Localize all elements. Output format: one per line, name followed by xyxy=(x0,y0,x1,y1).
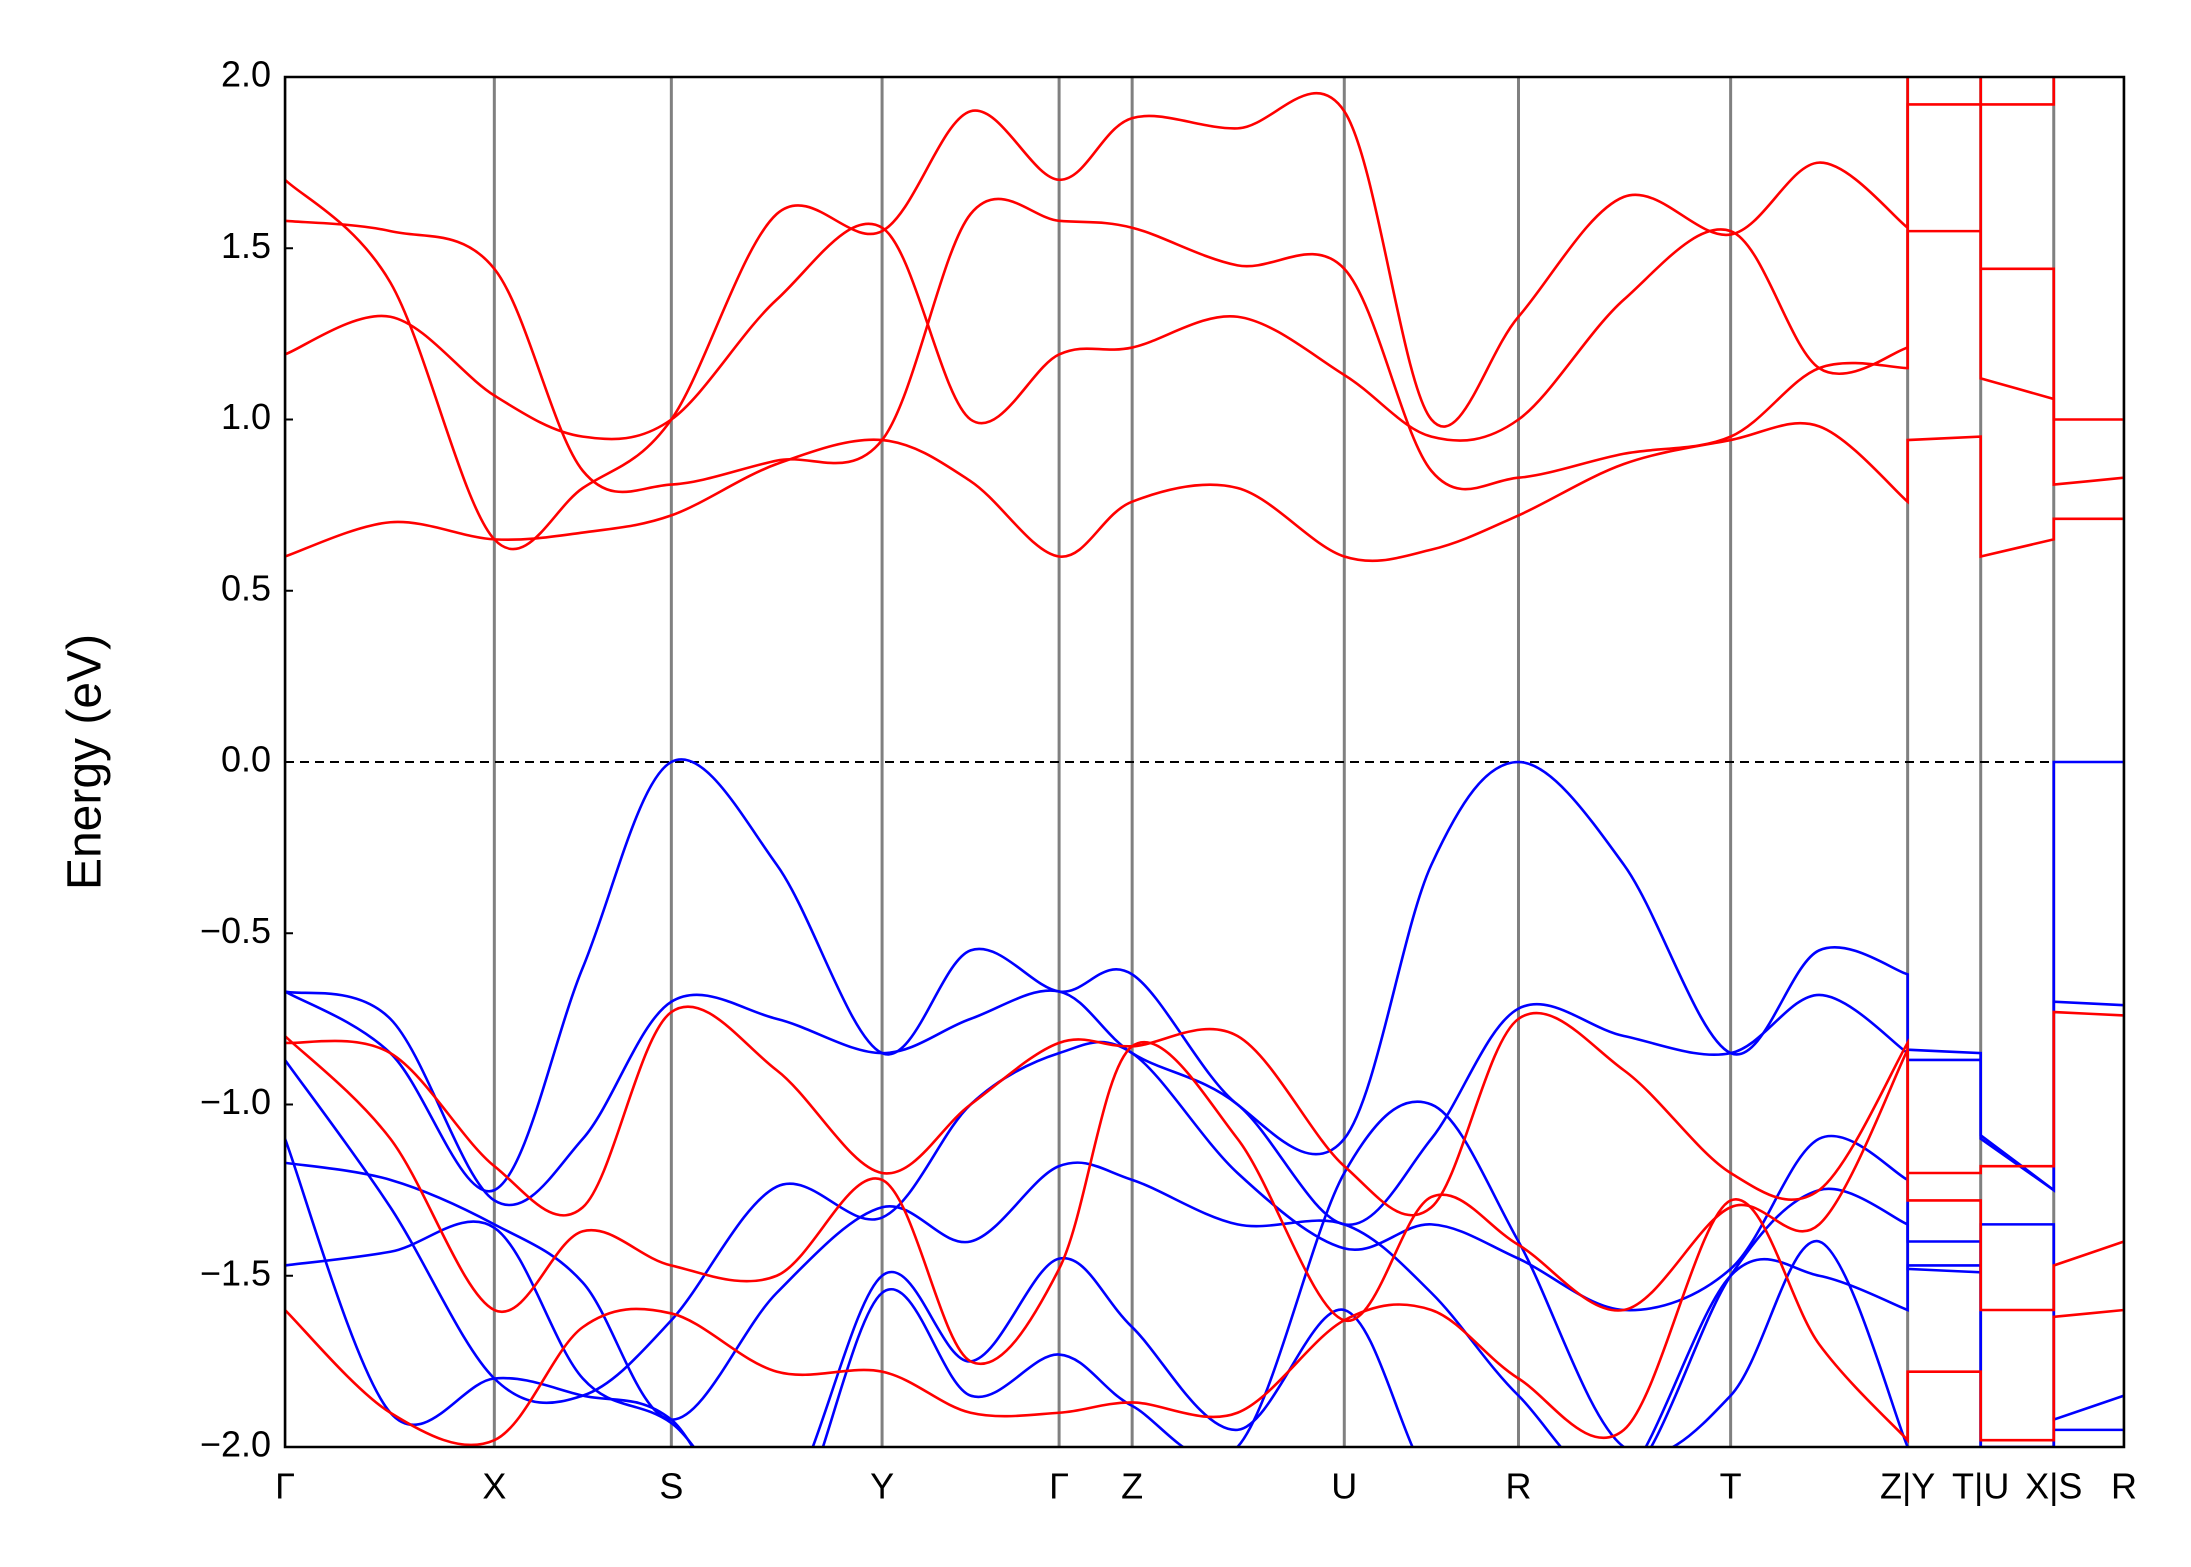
band-line xyxy=(285,1035,2124,1365)
band-line xyxy=(285,1100,1909,1447)
x-tick-label: Z xyxy=(1121,1466,1143,1507)
x-tick-label: X xyxy=(482,1466,506,1507)
band-line xyxy=(285,1197,2124,1447)
y-tick-label: 1.0 xyxy=(221,396,271,437)
x-tick-label: U xyxy=(1331,1466,1357,1507)
plot-area xyxy=(285,77,2124,1447)
band-line xyxy=(285,1005,2124,1217)
y-tick-label: −0.5 xyxy=(200,910,271,951)
y-tick-label: 2.0 xyxy=(221,54,271,95)
x-tick-label: R xyxy=(1505,1466,1531,1507)
x-tick-label: Γ xyxy=(275,1466,295,1507)
y-tick-label: 0.5 xyxy=(221,567,271,608)
x-tick-label: R xyxy=(2111,1466,2137,1507)
y-tick-label: −1.0 xyxy=(200,1081,271,1122)
y-tick-label: 1.5 xyxy=(221,225,271,266)
band-line xyxy=(285,1220,1982,1447)
band-line xyxy=(285,1040,2124,1422)
band-line xyxy=(285,77,2056,551)
y-tick-label: −1.5 xyxy=(200,1252,271,1293)
x-tick-label: Y xyxy=(870,1466,894,1507)
x-tick-label: X|S xyxy=(2025,1466,2082,1507)
band-line xyxy=(285,989,2124,1226)
y-tick-label: 0.0 xyxy=(221,739,271,780)
y-axis-label: Energy (eV) xyxy=(59,634,112,890)
x-tick-label: T xyxy=(1720,1466,1742,1507)
x-tick-label: S xyxy=(659,1466,683,1507)
band-line xyxy=(285,103,2124,494)
x-tick-label: T|U xyxy=(1952,1466,2009,1507)
band-line xyxy=(285,421,2124,563)
band-line xyxy=(285,1161,2124,1447)
x-tick-label: Γ xyxy=(1049,1466,1069,1507)
band-line xyxy=(285,222,2124,487)
band-line xyxy=(285,758,2124,1193)
x-tick-label: Z|Y xyxy=(1880,1466,1935,1507)
y-tick-label: −2.0 xyxy=(200,1424,271,1465)
